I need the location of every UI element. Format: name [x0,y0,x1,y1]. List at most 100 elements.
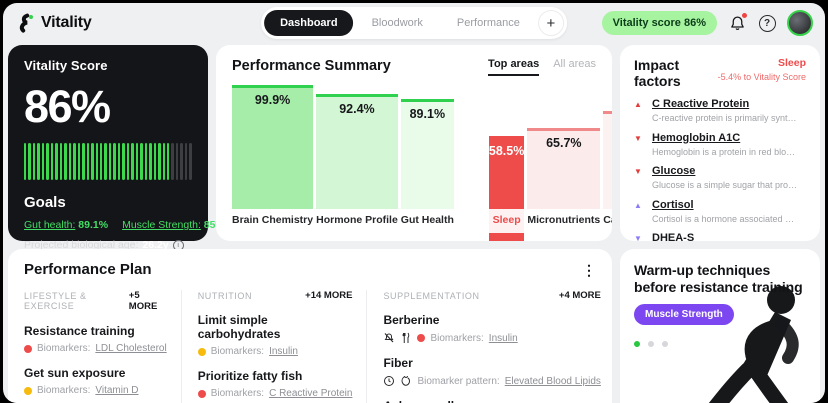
app-window: Vitality Dashboard Bloodwork Performance + … [3,3,825,403]
impact-context-delta: -5.4% to Vitality Score [717,72,806,82]
gauge-segment [184,143,188,180]
biomarker-label: Biomarker pattern: [417,375,500,387]
chart-column-micronutrients[interactable]: 65.7% Micronutrients [527,128,601,231]
trend-down-icon: ▼ [634,167,642,176]
tab-bloodwork[interactable]: Bloodwork [371,17,423,29]
carousel-dot[interactable] [634,341,640,348]
impact-factor-name[interactable]: Hemoglobin A1C [652,131,741,144]
bar: 58.5% [488,136,525,209]
goals-line: Gut health: 89.1% Muscle Strength: 85% [24,219,225,231]
bar: 92.4% [316,94,398,209]
gauge-segment [41,143,45,180]
plan-item-title[interactable]: Resistance training [24,324,135,338]
article-card[interactable]: Warm-up techniques before resistance tra… [620,249,820,403]
article-title: Warm-up techniques before resistance tra… [634,262,803,295]
biomarker-status-dot [417,334,426,342]
plan-column-label: NUTRITION [197,290,253,301]
plan-item-title[interactable]: Prioritize fatty fish [197,369,303,383]
plan-item-title[interactable]: Limit simple carbohydrates [197,313,281,341]
vitality-score-badge[interactable]: Vitality score 86% [601,11,717,35]
bio-age-value: 26.2y [142,239,169,251]
more-button[interactable]: +14 MORE [305,290,353,301]
more-button[interactable]: +5 MORE [128,290,158,312]
gauge-segment [32,143,36,180]
plan-column-label: LIFESTYLE & EXERCISE [24,291,87,311]
biomarker-label: Biomarkers: [37,385,91,396]
gauge-segment [64,143,67,180]
plan-item-title[interactable]: Fiber [383,356,413,370]
carousel-dot[interactable] [648,341,654,348]
impact-factor-name[interactable]: DHEA-S [652,232,695,241]
impact-factor-name[interactable]: C Reactive Protein [652,98,750,110]
impact-factor-text: C Reactive Protein C-reactive protein is … [652,98,800,123]
top-row: Vitality Score 86% Goals Gut health: 89.… [8,45,820,251]
avatar[interactable] [787,10,813,36]
gauge-segment [104,143,107,180]
biomarker-link[interactable]: Insulin [488,332,518,344]
impact-factor-text: Glucose Glucose is a simple sugar that pr… [652,165,800,190]
goal-link[interactable]: Gut health: 89.1% [24,219,108,231]
plan-column-nutrition: NUTRITION +14 MORE Limit simple carbohydra… [180,290,367,403]
toggle-all-areas[interactable]: All areas [553,58,596,70]
bar-category-label: Hormone Profile [316,214,398,226]
goal-label: Gut health: [24,219,76,231]
biomarker-link[interactable]: Elevated Blood Lipids [504,375,601,387]
gauge-segment [113,143,116,180]
plan-item-title[interactable]: Berberine [383,313,440,327]
plan-column-header: LIFESTYLE & EXERCISE +5 MORE [24,290,167,312]
gauge-segment [68,143,72,180]
gauge-segment [180,143,183,180]
bar-value-label: 92.4% [339,102,375,116]
chart-column-brain-chemistry[interactable]: 99.9% Brain Chemistry [232,85,314,231]
plan-column-label: SUPPLEMENTATION [383,290,480,301]
gauge-segment [95,143,98,180]
biomarker-link[interactable]: Insulin [269,346,298,357]
gauge-segment [122,143,125,180]
carousel-dot[interactable] [662,341,668,348]
plan-item-meta: Biomarkers: Vitamin D [24,385,167,396]
biomarker-link[interactable]: Vitamin D [95,385,139,396]
biomarker-link[interactable]: C Reactive Protein [269,388,353,399]
gauge-segment [167,143,170,180]
plan-item-meta: Biomarkers: Insulin [383,332,600,344]
gauge-segment [59,143,63,180]
tab-performance[interactable]: Performance [456,17,520,29]
plan-item-title[interactable]: Ashwagandha [383,399,600,403]
trend-up-icon: ▲ [634,200,642,210]
impact-factor-name[interactable]: Cortisol [652,198,694,211]
impact-context: Sleep -5.4% to Vitality Score [718,57,806,82]
tab-dashboard[interactable]: Dashboard [264,10,354,36]
chart-column-cardiovascular[interactable]: 78.9% Cardiovascular [603,111,612,231]
gauge-segment [82,143,85,180]
plan-item-title[interactable]: Get sun exposure [24,366,126,380]
impact-factors-title: Impact factors [634,57,681,89]
help-button[interactable]: ? [757,13,777,33]
biomarker-label: Biomarkers: [37,343,91,354]
add-tab-button[interactable]: + [537,10,564,36]
bio-age-label: Projected biological age: [24,239,139,251]
biomarker-link[interactable]: LDL Cholesterol [95,343,167,354]
notifications-button[interactable] [727,12,748,33]
bar: 78.9% [603,111,612,209]
performance-plan-title: Performance Plan [24,261,152,278]
main-nav: Dashboard Bloodwork Performance + [261,7,567,39]
plan-menu-button[interactable]: ⋮ [582,261,596,278]
chart-column-hormone-profile[interactable]: 92.4% Hormone Profile [316,94,398,231]
chart-column-sleep[interactable]: 58.5% Sleep [488,136,525,241]
gauge-segment [99,143,103,180]
impact-factor-text: Hemoglobin A1C Hemoglobin is a protein in… [652,132,800,157]
chart-column-gut-health[interactable]: 89.1% Gut Health [400,99,454,231]
more-button[interactable]: +4 MORE [558,290,601,301]
goal-link[interactable]: Muscle Strength: 85% [122,219,225,231]
performance-summary-card: Performance Summary Top areas All areas 9… [216,45,612,241]
trend-down-icon: ▼ [634,234,642,241]
question-icon: ? [758,14,776,32]
impact-factor-name[interactable]: Glucose [652,165,696,177]
gauge-segment [162,143,165,180]
gauge-segment [86,143,90,180]
vitality-score-card: Vitality Score 86% Goals Gut health: 89.… [8,45,225,251]
plan-item-meta: Biomarker pattern: Elevated Blood Lipids [383,375,601,387]
impact-factor-desc: Glucose is a simple sugar that provides … [652,180,800,190]
toggle-top-areas[interactable]: Top areas [488,58,540,76]
impact-factor-row: ▲ C Reactive Protein C-reactive protein is… [634,98,806,123]
